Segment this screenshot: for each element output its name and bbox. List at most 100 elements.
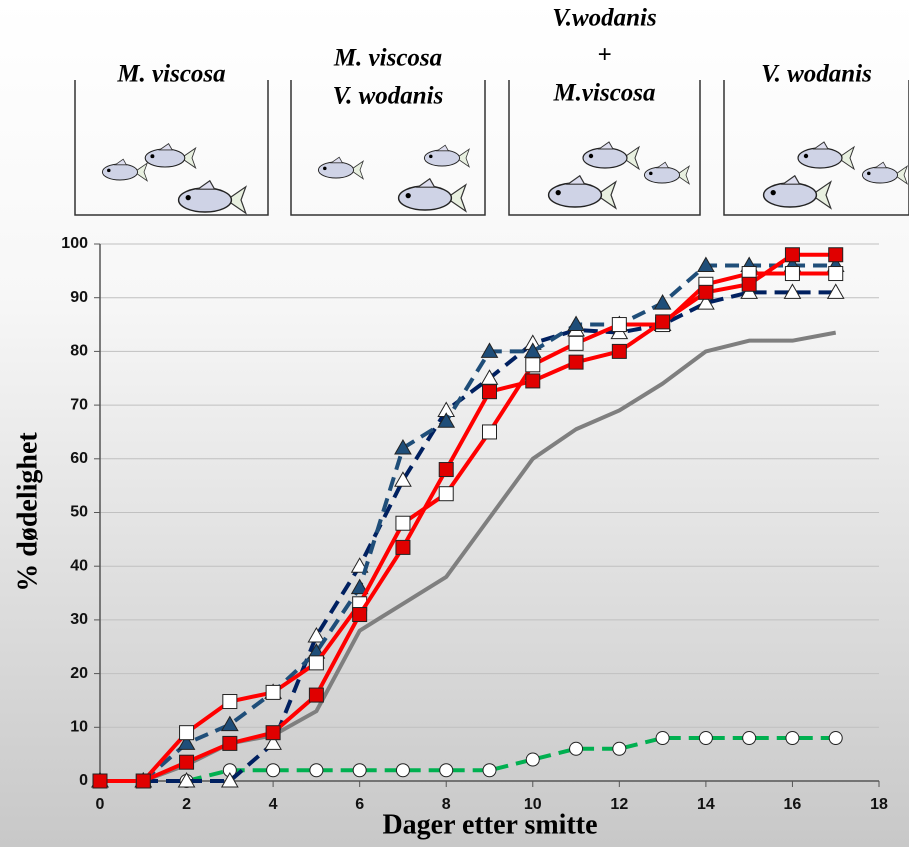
marker-square — [829, 248, 843, 262]
marker-square — [396, 516, 410, 530]
marker-square — [829, 267, 843, 281]
fish-body — [179, 188, 232, 212]
fish-body — [862, 167, 897, 183]
marker-square — [656, 315, 670, 329]
marker-square — [483, 385, 497, 399]
y-tick-label: 30 — [70, 611, 88, 628]
fish-body — [318, 162, 353, 178]
marker-square — [266, 685, 280, 699]
marker-circle — [699, 732, 712, 745]
x-tick-label: 0 — [96, 796, 105, 813]
x-tick-label: 14 — [697, 796, 715, 813]
fish-eye — [556, 190, 561, 195]
panel-label: M. viscosa — [333, 45, 442, 72]
y-tick-label: 60 — [70, 450, 88, 467]
panel-label: V.wodanis — [552, 5, 656, 32]
y-tick-label: 100 — [61, 235, 88, 252]
x-tick-label: 10 — [524, 796, 542, 813]
fish-body — [583, 148, 627, 168]
fish-body — [424, 150, 459, 166]
y-axis-title: % dødelighet — [12, 432, 43, 592]
fish-eye — [150, 154, 154, 158]
chart: Dager etter smitte % dødelighet M. visco… — [0, 0, 909, 847]
panel-label: M. viscosa — [116, 61, 225, 88]
y-tick-label: 0 — [79, 772, 88, 789]
marker-circle — [613, 742, 626, 755]
marker-circle — [829, 732, 842, 745]
fish-eye — [323, 167, 327, 171]
marker-circle — [570, 742, 583, 755]
x-tick-label: 4 — [269, 796, 278, 813]
y-tick-label: 70 — [70, 396, 88, 413]
marker-square — [439, 487, 453, 501]
fish-eye — [771, 190, 776, 195]
y-tick-label: 90 — [70, 289, 88, 306]
marker-square — [526, 374, 540, 388]
marker-square — [309, 688, 323, 702]
marker-square — [396, 540, 410, 554]
x-tick-label: 18 — [870, 796, 888, 813]
marker-circle — [267, 764, 280, 777]
marker-circle — [786, 732, 799, 745]
marker-square — [569, 355, 583, 369]
marker-circle — [353, 764, 366, 777]
marker-square — [93, 774, 107, 788]
marker-square — [742, 277, 756, 291]
fish-body — [549, 183, 602, 207]
panel-label: V. wodanis — [761, 61, 872, 88]
x-axis-title: Dager etter smitte — [382, 809, 597, 840]
y-tick-label: 20 — [70, 665, 88, 682]
background — [0, 0, 909, 847]
marker-square — [612, 318, 626, 332]
fish-eye — [867, 172, 871, 176]
marker-circle — [656, 732, 669, 745]
marker-square — [266, 726, 280, 740]
fish-eye — [589, 154, 593, 158]
marker-square — [223, 695, 237, 709]
marker-circle — [526, 753, 539, 766]
marker-circle — [743, 732, 756, 745]
marker-square — [699, 285, 713, 299]
fish-eye — [429, 155, 433, 159]
marker-square — [309, 656, 323, 670]
fish-eye — [804, 154, 808, 158]
marker-circle — [396, 764, 409, 777]
x-tick-label: 8 — [442, 796, 451, 813]
y-tick-label: 80 — [70, 343, 88, 360]
marker-square — [439, 463, 453, 477]
marker-square — [223, 736, 237, 750]
fish-eye — [107, 169, 111, 173]
x-tick-label: 6 — [355, 796, 364, 813]
marker-circle — [440, 764, 453, 777]
fish-body — [399, 186, 452, 210]
y-tick-label: 50 — [70, 504, 88, 521]
x-tick-label: 16 — [784, 796, 802, 813]
panel-label: M.viscosa — [552, 80, 655, 107]
fish-eye — [406, 193, 411, 198]
marker-square — [526, 358, 540, 372]
y-tick-label: 40 — [70, 557, 88, 574]
marker-square — [180, 726, 194, 740]
marker-circle — [310, 764, 323, 777]
x-tick-label: 12 — [610, 796, 628, 813]
fish-eye — [649, 172, 653, 176]
fish-body — [798, 148, 842, 168]
marker-square — [569, 336, 583, 350]
fish-eye — [186, 195, 191, 200]
marker-circle — [483, 764, 496, 777]
panel-label: + — [597, 42, 611, 69]
marker-square — [136, 774, 150, 788]
fish-body — [644, 167, 679, 183]
marker-square — [353, 608, 367, 622]
marker-square — [785, 267, 799, 281]
marker-square — [785, 248, 799, 262]
fish-body — [145, 149, 185, 167]
panel-label: V. wodanis — [333, 83, 444, 110]
marker-square — [180, 755, 194, 769]
x-tick-label: 2 — [182, 796, 191, 813]
marker-square — [483, 425, 497, 439]
fish-body — [102, 164, 137, 180]
y-tick-label: 10 — [70, 719, 88, 736]
marker-square — [612, 344, 626, 358]
fish-body — [764, 183, 817, 207]
